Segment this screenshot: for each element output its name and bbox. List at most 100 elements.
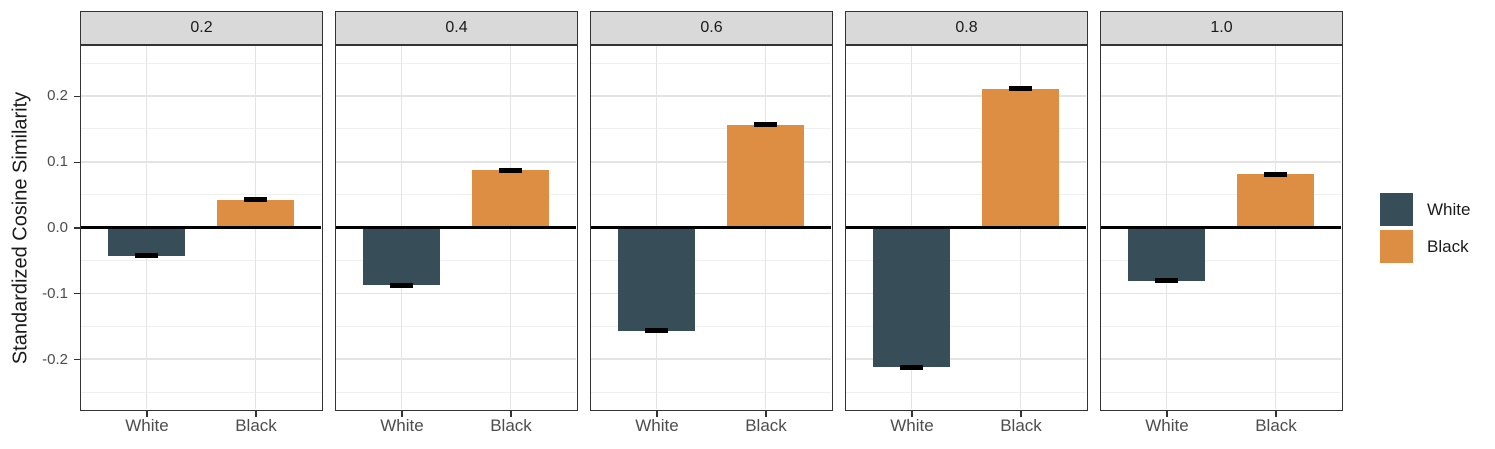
zero-line (591, 226, 832, 229)
bar-white (108, 227, 186, 256)
facet-strip-label: 1.0 (1100, 11, 1343, 45)
legend-label-black: Black (1427, 237, 1469, 256)
y-axis-tick (74, 293, 80, 295)
facet-strip-label: 0.2 (80, 11, 323, 45)
x-axis-tick (255, 411, 257, 417)
gridline-major (81, 161, 322, 163)
x-axis-tick-label: White (125, 416, 169, 435)
gridline-major (81, 292, 322, 295)
bar-white (873, 227, 951, 368)
error-bar (390, 283, 414, 288)
gridline-major (846, 161, 1087, 163)
x-axis-tick (1166, 411, 1168, 417)
facet-panel (845, 45, 1088, 411)
gridline-minor (336, 325, 577, 327)
error-bar (900, 364, 924, 370)
gridline-major (846, 292, 1087, 295)
gridline-minor (81, 194, 322, 196)
facet-panel (335, 45, 578, 411)
gridline-minor (846, 260, 1087, 261)
error-bar (135, 253, 159, 259)
gridline-minor (591, 62, 832, 64)
bar-white (363, 227, 441, 286)
bar-white (1128, 227, 1206, 281)
gridline-minor (81, 260, 322, 261)
x-axis-tick-label: White (1145, 416, 1189, 435)
x-axis-tick-label: Black (745, 416, 787, 435)
zero-line (1101, 226, 1342, 229)
error-bar (1155, 278, 1179, 284)
gridline-major (81, 95, 322, 97)
bar-black (217, 199, 295, 228)
gridline-major (591, 292, 832, 295)
gridline-minor (1101, 128, 1342, 130)
x-axis-tick-label: Black (1000, 416, 1042, 435)
y-axis-tick-label: 0.1 (47, 153, 68, 171)
gridline-minor (1101, 391, 1342, 393)
gridline-major (1101, 95, 1342, 97)
facet-panel (80, 45, 323, 411)
facet-strip-label: 0.8 (845, 11, 1088, 45)
gridline-minor (591, 260, 832, 261)
gridline-major (591, 95, 832, 97)
gridline-minor (81, 325, 322, 327)
gridline-minor (1101, 62, 1342, 64)
bar-black (727, 124, 805, 228)
error-bar (645, 328, 669, 334)
legend-swatch-white (1380, 193, 1413, 226)
gridline-major (846, 358, 1087, 360)
x-axis-tick (1275, 411, 1277, 417)
x-axis-tick-label: White (635, 416, 679, 435)
gridline-major (336, 292, 577, 295)
y-axis-tick-label: -0.1 (42, 284, 68, 302)
error-bar (754, 122, 778, 128)
gridline-minor (846, 62, 1087, 64)
gridline-minor (846, 128, 1087, 130)
gridline-minor (336, 391, 577, 393)
y-axis-tick (74, 227, 80, 229)
error-bar (244, 197, 268, 203)
gridline-minor (591, 128, 832, 130)
gridline-major (591, 358, 832, 360)
gridline-minor (81, 391, 322, 393)
x-axis-tick-label: Black (235, 416, 277, 435)
gridline-minor (336, 62, 577, 64)
y-axis-tick-label: -0.2 (42, 350, 68, 368)
x-axis-tick (911, 411, 913, 417)
gridline-minor (591, 391, 832, 393)
facet-panel (1100, 45, 1343, 411)
x-axis-tick-label: White (380, 416, 424, 435)
zero-line (846, 226, 1087, 229)
y-axis-tick-label: 0.2 (47, 87, 68, 105)
gridline-major (1101, 292, 1342, 295)
error-bar (1009, 86, 1033, 92)
bar-white (618, 227, 696, 331)
error-bar (1264, 171, 1288, 177)
gridline-minor (846, 194, 1087, 196)
gridline-minor (591, 325, 832, 327)
gridline-major (591, 161, 832, 163)
x-axis-tick (401, 411, 403, 417)
y-axis-tick-label: 0.0 (47, 219, 68, 236)
facet-strip-label: 0.6 (590, 11, 833, 45)
x-axis-tick (656, 411, 658, 417)
x-axis-tick-label: White (890, 416, 934, 435)
legend-swatch-black (1380, 230, 1413, 263)
zero-line (81, 226, 322, 229)
facet-panel (590, 45, 833, 411)
facet-strip-label: 0.4 (335, 11, 578, 45)
bar-black (982, 88, 1060, 228)
gridline-major (336, 161, 577, 163)
gridline-minor (1101, 325, 1342, 327)
x-axis-tick (510, 411, 512, 417)
x-axis-tick-label: Black (490, 416, 532, 435)
bar-black (1237, 174, 1315, 228)
gridline-major (336, 358, 577, 360)
x-axis-tick (1020, 411, 1022, 417)
gridline-major (1101, 358, 1342, 360)
gridline-major (1101, 161, 1342, 163)
legend-label-white: White (1427, 200, 1471, 219)
y-axis-tick (74, 95, 80, 98)
x-axis-tick-label: Black (1255, 416, 1297, 435)
